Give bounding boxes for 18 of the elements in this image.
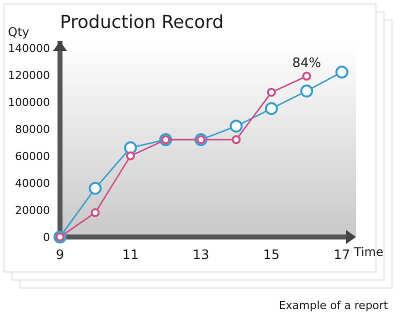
x-tick-label: 11 xyxy=(122,248,139,263)
y-tick-label: 0 xyxy=(43,231,50,244)
x-tick-label: 13 xyxy=(192,248,210,263)
annotation: 84% xyxy=(292,56,322,72)
y-tick-label: 140000 xyxy=(8,42,50,55)
x-tick-label: 17 xyxy=(334,248,350,263)
y-tick-label: 80000 xyxy=(15,122,50,136)
x-tick-label: 9 xyxy=(56,248,64,263)
text: Example of a report xyxy=(278,299,389,312)
y-tick-label: 120000 xyxy=(8,68,50,82)
y-axis-title: Qty xyxy=(8,25,30,39)
y-tick-label: 60000 xyxy=(15,150,50,163)
chart-title: Production Record xyxy=(60,12,224,33)
x-tick-label: 15 xyxy=(263,248,280,263)
y-tick-label: 100000 xyxy=(8,96,50,109)
y-tick-label: 20000 xyxy=(15,204,50,217)
y-tick-label: 40000 xyxy=(15,176,50,190)
x-axis-title: Time xyxy=(353,245,384,259)
